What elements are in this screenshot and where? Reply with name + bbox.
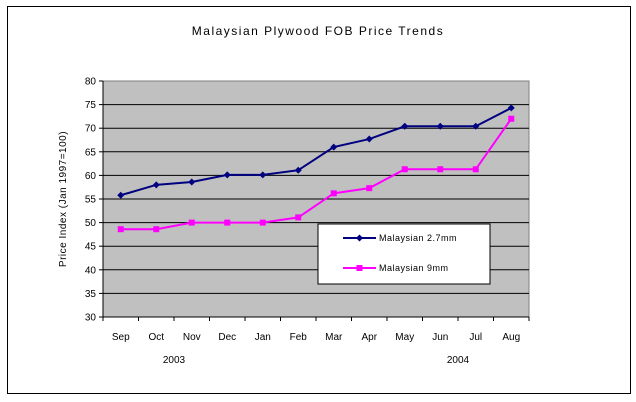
legend: Malaysian 2.7mm Malaysian 9mm (317, 223, 491, 285)
year-label: 2003 (163, 355, 186, 366)
chart-title: Malaysian Plywood FOB Price Trends (192, 24, 444, 38)
y-tick-label: 80 (85, 77, 97, 88)
x-tick-label: Jul (469, 332, 482, 343)
data-point (507, 104, 515, 112)
x-tick-label: May (395, 332, 414, 343)
x-tick-label: Jan (255, 332, 271, 343)
series-line (120, 118, 513, 231)
data-point (472, 166, 479, 173)
legend-box (317, 223, 491, 285)
x-tick-label: Sep (112, 332, 130, 343)
legend-label: Malaysian 2.7mm (379, 233, 457, 243)
y-tick-label: 75 (85, 100, 97, 111)
data-point (295, 214, 302, 221)
data-point (153, 226, 160, 233)
data-point (259, 171, 267, 179)
series-line (120, 107, 512, 197)
y-tick-label: 65 (85, 147, 97, 158)
series-2 (117, 115, 515, 233)
x-tick-label: Oct (148, 332, 164, 343)
gridlines (103, 104, 529, 294)
data-point (294, 166, 302, 174)
y-tick-label: 45 (85, 242, 97, 253)
legend-entry: Malaysian 9mm (343, 263, 449, 273)
data-point (365, 135, 373, 143)
data-point (508, 115, 515, 122)
legend-label: Malaysian 9mm (379, 263, 449, 273)
data-point (472, 122, 480, 130)
year-label: 2004 (447, 355, 470, 366)
data-point (366, 185, 373, 192)
data-point (401, 166, 408, 173)
legend-marker (356, 265, 363, 271)
data-point (117, 191, 125, 199)
y-axis-label: Price Index (Jan 1997=100) (58, 131, 69, 267)
y-tick-label: 35 (85, 289, 97, 300)
data-point (223, 171, 231, 179)
data-point (117, 226, 124, 233)
data-point (224, 219, 231, 226)
data-point (330, 143, 338, 151)
y-tick-label: 60 (85, 171, 97, 182)
data-point (436, 122, 444, 130)
series-layer (117, 104, 515, 233)
x-tick-label: Feb (290, 332, 308, 343)
data-point (401, 122, 409, 130)
y-tick-label: 40 (85, 265, 97, 276)
series-1 (117, 104, 515, 199)
y-tick-label: 30 (85, 313, 97, 324)
x-tick-label: Aug (502, 332, 520, 343)
legend-marker (356, 234, 363, 242)
x-tick-label: Mar (325, 332, 343, 343)
data-point (330, 190, 337, 197)
x-tick-label: Apr (361, 332, 377, 343)
x-tick-label: Jun (432, 332, 448, 343)
x-tick-label: Nov (183, 332, 201, 343)
year-labels: 2003 2004 (163, 355, 470, 366)
x-axis-ticks: Sep Oct Nov Dec Jan Feb Mar Apr May Jun Jul Aug (102, 317, 530, 343)
data-point (152, 181, 160, 189)
y-tick-label: 70 (85, 124, 97, 135)
y-tick-label: 55 (85, 195, 97, 206)
data-point (259, 219, 266, 226)
x-tick-label: Dec (218, 332, 236, 343)
data-point (188, 219, 195, 226)
y-tick-label: 50 (85, 218, 97, 229)
data-point (437, 166, 444, 173)
legend-entry: Malaysian 2.7mm (343, 233, 457, 243)
data-point (188, 178, 196, 186)
